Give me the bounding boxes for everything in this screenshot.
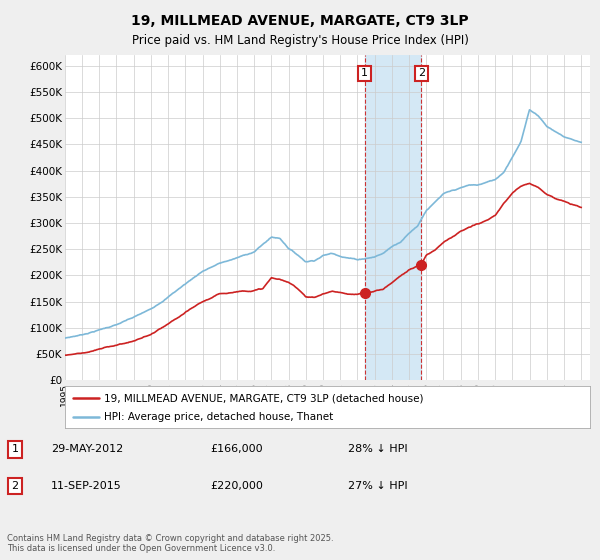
Bar [365, 55, 421, 380]
Text: 1: 1 [11, 445, 19, 454]
Text: Contains HM Land Registry data © Crown copyright and database right 2025.
This d: Contains HM Land Registry data © Crown c… [7, 534, 334, 553]
Text: 2: 2 [418, 68, 425, 78]
Text: £220,000: £220,000 [210, 481, 263, 491]
Text: 27% ↓ HPI: 27% ↓ HPI [348, 481, 407, 491]
Text: £166,000: £166,000 [210, 445, 263, 454]
Text: 2: 2 [11, 481, 19, 491]
Text: 11-SEP-2015: 11-SEP-2015 [51, 481, 122, 491]
Text: HPI: Average price, detached house, Thanet: HPI: Average price, detached house, Than… [104, 413, 334, 422]
Text: 19, MILLMEAD AVENUE, MARGATE, CT9 3LP: 19, MILLMEAD AVENUE, MARGATE, CT9 3LP [131, 14, 469, 28]
Text: 29-MAY-2012: 29-MAY-2012 [51, 445, 123, 454]
Text: Price paid vs. HM Land Registry's House Price Index (HPI): Price paid vs. HM Land Registry's House … [131, 34, 469, 46]
Text: 28% ↓ HPI: 28% ↓ HPI [348, 445, 407, 454]
Text: 1: 1 [361, 68, 368, 78]
Text: 19, MILLMEAD AVENUE, MARGATE, CT9 3LP (detached house): 19, MILLMEAD AVENUE, MARGATE, CT9 3LP (d… [104, 393, 424, 403]
